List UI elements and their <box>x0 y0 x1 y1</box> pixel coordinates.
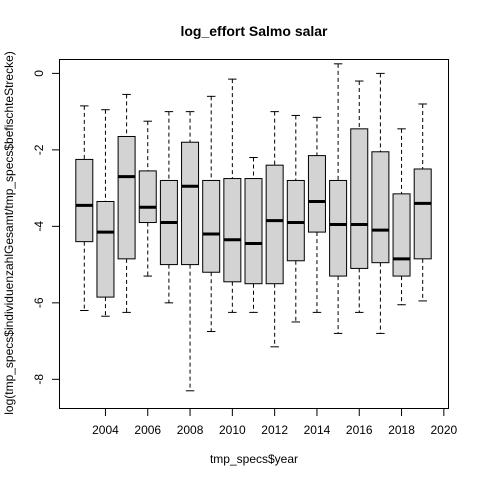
box-2009 <box>202 95 221 333</box>
x-tick-label: 2016 <box>346 423 373 437</box>
x-tick-label: 2018 <box>388 423 415 437</box>
box-2003 <box>75 105 94 311</box>
x-tick-label: 2008 <box>177 423 204 437</box>
box-iqr <box>181 141 200 266</box>
box-2015 <box>329 63 348 334</box>
box-2017 <box>371 72 390 334</box>
box-group <box>75 63 432 392</box>
x-axis: 2004 2006 2008 2010 2012 2014 2016 2018 2020 <box>92 408 458 437</box>
box-2004 <box>96 109 115 317</box>
box-2010 <box>223 78 242 313</box>
box-iqr <box>117 135 136 260</box>
x-tick-label: 2014 <box>304 423 331 437</box>
box-iqr <box>202 179 221 273</box>
box-iqr <box>96 200 115 298</box>
box-iqr <box>371 151 390 264</box>
x-tick-label: 2012 <box>261 423 288 437</box>
box-iqr <box>392 193 411 277</box>
box-2016 <box>350 80 369 313</box>
box-2007 <box>159 111 178 304</box>
box-2019 <box>413 103 432 302</box>
y-tick-label: -2 <box>32 144 46 155</box>
box-2012 <box>265 111 284 348</box>
box-iqr <box>307 155 326 233</box>
x-tick-label: 2020 <box>430 423 457 437</box>
box-2018 <box>392 128 411 306</box>
box-2005 <box>117 93 136 313</box>
y-tick-label: -4 <box>32 221 46 232</box>
chart-title: log_effort Salmo salar <box>180 23 328 39</box>
box-iqr <box>350 128 369 269</box>
box-iqr <box>286 179 305 262</box>
box-iqr <box>329 179 348 277</box>
box-iqr <box>413 168 432 260</box>
y-tick-label: 0 <box>32 70 46 77</box>
x-axis-label: tmp_specs$year <box>210 452 298 466</box>
y-axis: 0 -2 -4 -6 -8 <box>32 70 60 385</box>
box-2013 <box>286 114 305 323</box>
box-2011 <box>244 157 263 313</box>
y-axis-label: log(tmp_specs$individuenzahlGesamt/tmp_s… <box>2 51 16 415</box>
box-iqr <box>138 170 157 224</box>
x-tick-label: 2006 <box>134 423 161 437</box>
x-tick-label: 2004 <box>92 423 119 437</box>
box-iqr <box>75 158 94 243</box>
box-2014 <box>307 116 326 313</box>
box-iqr <box>265 164 284 285</box>
box-2008 <box>181 111 200 392</box>
y-tick-label: -6 <box>32 297 46 308</box>
box-iqr <box>223 178 242 283</box>
x-tick-label: 2010 <box>219 423 246 437</box>
box-2006 <box>138 120 157 277</box>
y-tick-label: -8 <box>32 374 46 385</box>
box-iqr <box>244 178 263 285</box>
